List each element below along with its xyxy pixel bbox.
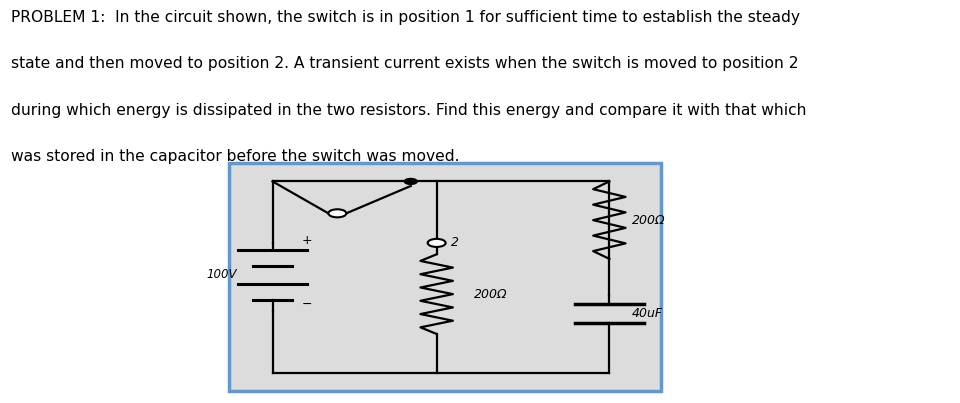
Text: +: +	[301, 234, 312, 247]
Circle shape	[427, 239, 445, 247]
Text: −: −	[301, 298, 312, 311]
Text: was stored in the capacitor before the switch was moved.: was stored in the capacitor before the s…	[11, 149, 459, 164]
Text: 100V: 100V	[206, 268, 236, 281]
Circle shape	[328, 209, 347, 217]
Text: during which energy is dissipated in the two resistors. Find this energy and com: during which energy is dissipated in the…	[11, 103, 806, 118]
FancyBboxPatch shape	[229, 163, 661, 391]
Text: 200Ω: 200Ω	[632, 214, 665, 226]
Text: PROBLEM 1:  In the circuit shown, the switch is in position 1 for sufficient tim: PROBLEM 1: In the circuit shown, the swi…	[11, 10, 800, 25]
Circle shape	[404, 179, 417, 184]
Text: 2: 2	[451, 237, 459, 249]
Text: 40uF: 40uF	[632, 307, 663, 320]
Text: state and then moved to position 2. A transient current exists when the switch i: state and then moved to position 2. A tr…	[11, 56, 799, 71]
Text: 200Ω: 200Ω	[474, 288, 508, 301]
